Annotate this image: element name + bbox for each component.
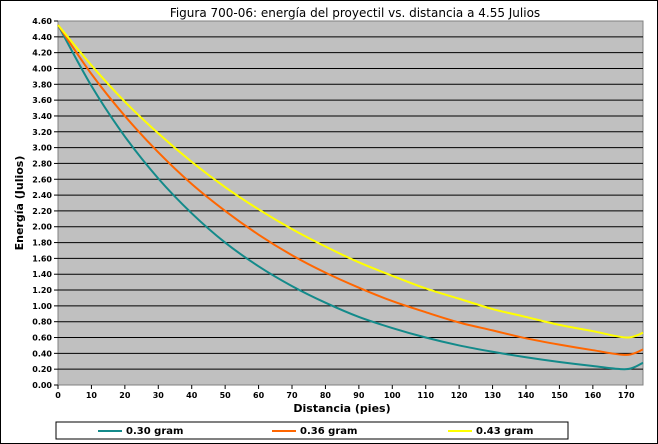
y-tick-label: 4.20 (32, 49, 52, 58)
y-tick-label: 3.40 (32, 112, 52, 121)
y-tick-label: 4.60 (32, 17, 52, 26)
y-tick-label: 3.00 (32, 144, 52, 153)
chart-title: Figura 700-06: energía del proyectil vs.… (170, 6, 540, 20)
legend-label-2: 0.36 gram (300, 426, 357, 437)
series-line-2 (57, 24, 644, 356)
y-tick-label: 2.20 (32, 207, 52, 216)
y-tick-label: 1.40 (32, 270, 52, 279)
x-tick-label: 160 (585, 391, 602, 400)
y-tick-label: 4.00 (32, 64, 52, 73)
x-tick-label: 60 (253, 391, 265, 400)
y-tick-label: 3.80 (32, 80, 52, 89)
x-tick-label: 170 (618, 391, 635, 400)
x-tick-label: 50 (220, 391, 232, 400)
y-tick-labels: 0.00 0.20 0.40 0.60 0.80 1.00 1.20 1.40 1.60 1.80… (32, 17, 58, 390)
x-tick-label: 120 (451, 391, 468, 400)
y-tick-label: 3.20 (32, 128, 52, 137)
y-tick-label: 2.60 (32, 175, 52, 184)
y-tick-label: 0.60 (32, 334, 52, 343)
y-tick-label: 0.80 (32, 318, 52, 327)
x-tick-label: 150 (551, 391, 568, 400)
y-tick-label: 0.20 (32, 365, 52, 374)
legend-label-1: 0.30 gram (126, 426, 183, 437)
x-tick-label: 80 (320, 391, 332, 400)
y-tick-label: 1.00 (32, 302, 52, 311)
x-tick-label: 0 (55, 391, 61, 400)
legend-box (55, 421, 569, 440)
x-tick-labels: 0 10 20 30 40 50 60 70 80 90 100 110 120 130 140 150 160… (55, 385, 635, 400)
legend: 0.30 gram 0.36 gram 0.43 gram (98, 426, 533, 437)
series-lines (57, 24, 644, 371)
grid-lines (58, 36, 643, 370)
x-tick-label: 10 (86, 391, 98, 400)
y-axis-title: Energía (Julios) (13, 156, 26, 251)
series-line-1 (57, 24, 644, 371)
x-tick-label: 110 (417, 391, 434, 400)
y-tick-label: 2.40 (32, 191, 52, 200)
y-tick-label: 1.80 (32, 239, 52, 248)
x-tick-label: 130 (484, 391, 501, 400)
y-tick-label: 2.00 (32, 223, 52, 232)
legend-label-3: 0.43 gram (476, 426, 533, 437)
x-tick-label: 140 (518, 391, 535, 400)
y-tick-label: 1.20 (32, 286, 52, 295)
x-axis-title: Distancia (pies) (293, 402, 390, 415)
y-tick-label: 2.80 (32, 159, 52, 168)
series-line-3 (57, 24, 644, 339)
x-tick-label: 30 (153, 391, 165, 400)
x-tick-label: 100 (384, 391, 401, 400)
x-tick-label: 90 (353, 391, 365, 400)
y-tick-label: 0.00 (32, 381, 52, 390)
y-tick-label: 1.60 (32, 254, 52, 263)
x-tick-label: 70 (286, 391, 298, 400)
y-tick-label: 4.40 (32, 33, 52, 42)
y-tick-label: 3.60 (32, 96, 52, 105)
plot-area (57, 20, 644, 386)
x-tick-label: 20 (119, 391, 131, 400)
x-tick-label: 40 (186, 391, 198, 400)
y-tick-label: 0.40 (32, 349, 52, 358)
